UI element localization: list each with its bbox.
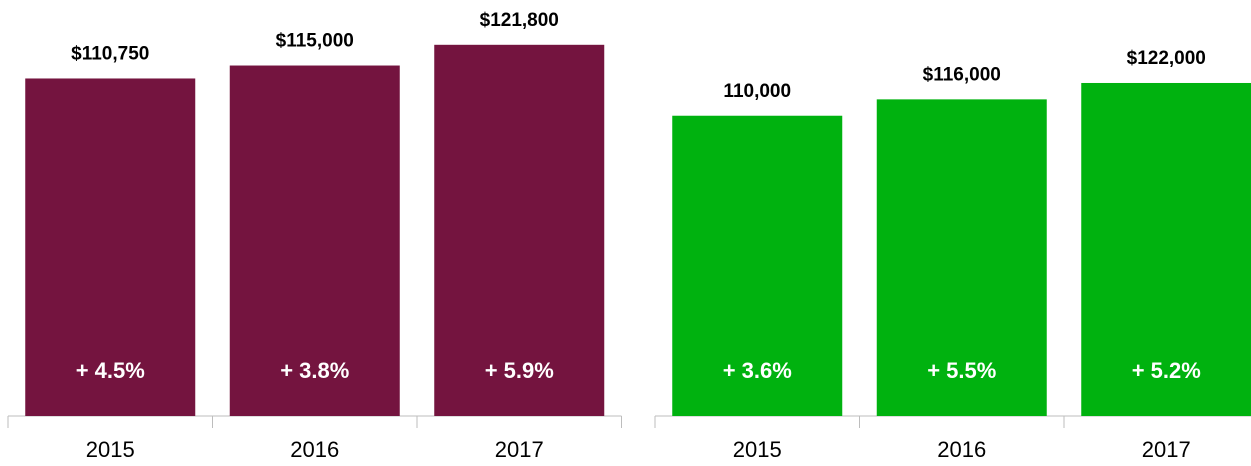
growth-label: + 5.9%: [485, 358, 554, 383]
bar: [672, 115, 843, 416]
x-tick-label: 2016: [937, 437, 986, 462]
value-label: $122,000: [1127, 48, 1206, 69]
growth-label: + 4.5%: [76, 358, 145, 383]
bar: [229, 65, 400, 417]
growth-label: + 3.8%: [280, 358, 349, 383]
value-label: 110,000: [723, 81, 791, 102]
x-tick-label: 2016: [290, 437, 339, 462]
bar: [876, 99, 1047, 416]
x-tick-label: 2015: [733, 437, 782, 462]
value-label: $110,750: [71, 43, 149, 64]
growth-label: + 3.6%: [723, 358, 792, 383]
bar: [1081, 82, 1251, 416]
value-label: $121,800: [480, 10, 559, 31]
x-tick-label: 2017: [495, 437, 544, 462]
x-tick-label: 2015: [86, 437, 135, 462]
growth-label: + 5.5%: [927, 358, 996, 383]
x-tick-label: 2017: [1142, 437, 1191, 462]
value-label: $115,000: [276, 31, 354, 52]
value-label: $116,000: [923, 64, 1001, 85]
bar: [434, 44, 605, 417]
bar: [25, 78, 196, 416]
growth-label: + 5.2%: [1132, 358, 1201, 383]
